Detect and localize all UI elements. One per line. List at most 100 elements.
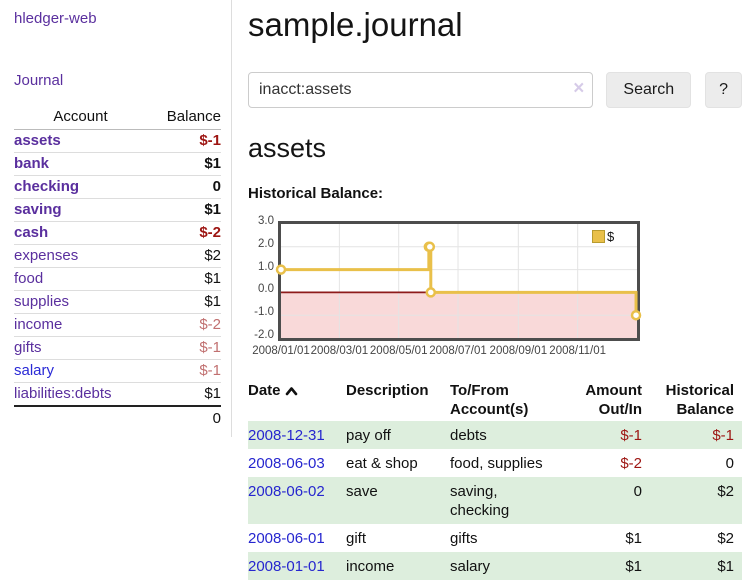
x-axis-tick-label: 2008/05/01: [369, 345, 428, 357]
register-col-description: Description: [346, 382, 429, 399]
register-row: 2008-01-01 income salary $1 $1: [248, 552, 742, 580]
transaction-description: pay off: [346, 427, 391, 444]
account-balance: $-1: [147, 359, 221, 383]
search-input-wrap: ×: [248, 72, 594, 108]
account-balance: 0: [147, 175, 221, 199]
account-balance: $1: [147, 290, 221, 314]
sidebar-account-salary[interactable]: salary: [14, 362, 55, 379]
register-col-amount: Amount Out/In: [585, 382, 642, 418]
chart-canvas: [275, 224, 642, 338]
account-row: assets $-1: [14, 129, 221, 153]
register-col-date[interactable]: Date: [248, 379, 346, 421]
x-axis-tick-label: 2008/01/01: [252, 345, 310, 357]
account-row: saving $1: [14, 198, 221, 222]
transaction-balance: $2: [717, 530, 734, 547]
transaction-date-link[interactable]: 2008-12-31: [248, 427, 325, 444]
transaction-accounts: saving, checking: [450, 483, 510, 519]
sidebar-account-gifts[interactable]: gifts: [14, 339, 42, 356]
register-row: 2008-06-02 save saving, checking 0 $2: [248, 477, 742, 524]
search-form: × Search ?: [248, 72, 742, 108]
sidebar-account-bank[interactable]: bank: [14, 155, 50, 172]
y-axis-tick-label: 0.0: [258, 283, 274, 296]
transaction-balance: 0: [725, 455, 734, 472]
accounts-col-balance: Balance: [147, 105, 221, 130]
transaction-balance: $-1: [712, 427, 734, 444]
account-balance: $1: [147, 152, 221, 176]
app-title-link[interactable]: hledger-web: [14, 10, 97, 27]
transaction-description: gift: [346, 530, 367, 547]
sidebar-account-income[interactable]: income: [14, 316, 63, 333]
transaction-description: income: [346, 558, 395, 575]
y-axis-tick-label: 2.0: [258, 237, 274, 250]
account-row: cash $-2: [14, 221, 221, 245]
y-axis-tick-label: -1.0: [254, 306, 274, 319]
transaction-description: save: [346, 483, 378, 500]
sidebar-account-food[interactable]: food: [14, 270, 44, 287]
register-row: 2008-06-01 gift gifts $1 $2: [248, 524, 742, 552]
account-heading: assets: [248, 133, 327, 163]
account-balance: $-2: [147, 313, 221, 337]
help-button[interactable]: ?: [705, 72, 742, 108]
accounts-total-balance: 0: [212, 410, 221, 427]
legend-label: $: [607, 229, 615, 244]
account-balance: $-1: [147, 129, 221, 153]
x-axis-tick-label: 2008/03/01: [310, 345, 369, 357]
chart-plot-area: [275, 221, 642, 341]
search-button[interactable]: Search: [606, 72, 692, 108]
account-row: supplies $1: [14, 290, 221, 314]
sidebar-account-supplies[interactable]: supplies: [14, 293, 70, 310]
transaction-amount: $1: [625, 558, 642, 575]
transaction-balance: $1: [717, 558, 734, 575]
account-balance: $1: [147, 267, 221, 291]
chart-legend: $: [590, 228, 617, 245]
sidebar-item-journal[interactable]: Journal: [14, 72, 64, 89]
register-row: 2008-12-31 pay off debts $-1 $-1: [248, 421, 742, 449]
historical-balance-chart: $ 3.0 2.0 1.0 0.0 -1.0 -2.0 2008/01/01 2008/03/…: [248, 215, 742, 363]
transaction-amount: $-1: [620, 427, 642, 444]
sidebar: hledger-web Journal Account Balance asse…: [0, 0, 232, 437]
y-axis-tick-label: -2.0: [254, 329, 274, 341]
register-table: Date Description To/From Account(s) Amou…: [248, 379, 742, 580]
transaction-date-link[interactable]: 2008-06-02: [248, 483, 325, 500]
y-axis-tick-label: 1.0: [258, 260, 274, 273]
sidebar-account-expenses[interactable]: expenses: [14, 247, 79, 264]
sidebar-account-liabilities-debts[interactable]: liabilities:debts: [14, 385, 112, 402]
accounts-col-account: Account: [14, 105, 148, 130]
register-row: 2008-06-03 eat & shop food, supplies $-2 0: [248, 449, 742, 477]
account-balance: $2: [147, 244, 221, 268]
search-input[interactable]: [248, 72, 594, 108]
account-balance: $1: [147, 382, 221, 407]
chart-title: Historical Balance:: [248, 185, 384, 202]
clear-search-icon[interactable]: ×: [573, 78, 585, 99]
transaction-date-link[interactable]: 2008-01-01: [248, 558, 325, 575]
account-row: salary $-1: [14, 359, 221, 383]
transaction-description: eat & shop: [346, 455, 418, 472]
account-row: gifts $-1: [14, 336, 221, 360]
x-axis-tick-label: 2008/11/01: [549, 345, 606, 357]
account-row: checking 0: [14, 175, 221, 199]
transaction-amount: 0: [633, 483, 642, 500]
sidebar-account-checking[interactable]: checking: [14, 178, 80, 195]
account-row: liabilities:debts $1: [14, 382, 221, 407]
transaction-date-link[interactable]: 2008-06-01: [248, 530, 325, 547]
account-row: food $1: [14, 267, 221, 291]
transaction-balance: $2: [717, 483, 734, 500]
sidebar-account-assets[interactable]: assets: [14, 132, 61, 149]
transaction-amount: $-2: [620, 455, 642, 472]
account-row: income $-2: [14, 313, 221, 337]
account-balance: $-2: [147, 221, 221, 245]
transaction-amount: $1: [625, 530, 642, 547]
accounts-total-row: 0: [14, 406, 221, 430]
transaction-accounts: debts: [450, 427, 487, 444]
transaction-accounts: salary: [450, 558, 491, 575]
x-axis-tick-label: 2008/07/01: [429, 345, 487, 357]
transaction-accounts: food, supplies: [450, 455, 543, 472]
main-content: sample.journal × Search ? assets Histori…: [248, 0, 742, 580]
transaction-date-link[interactable]: 2008-06-03: [248, 455, 325, 472]
sidebar-account-saving[interactable]: saving: [14, 201, 62, 218]
legend-swatch-icon: [592, 230, 605, 243]
accounts-table: Account Balance assets $-1 bank $1 checking 0…: [14, 105, 221, 430]
account-balance: $1: [147, 198, 221, 222]
sidebar-account-cash[interactable]: cash: [14, 224, 49, 241]
sort-ascending-icon: [285, 382, 298, 401]
